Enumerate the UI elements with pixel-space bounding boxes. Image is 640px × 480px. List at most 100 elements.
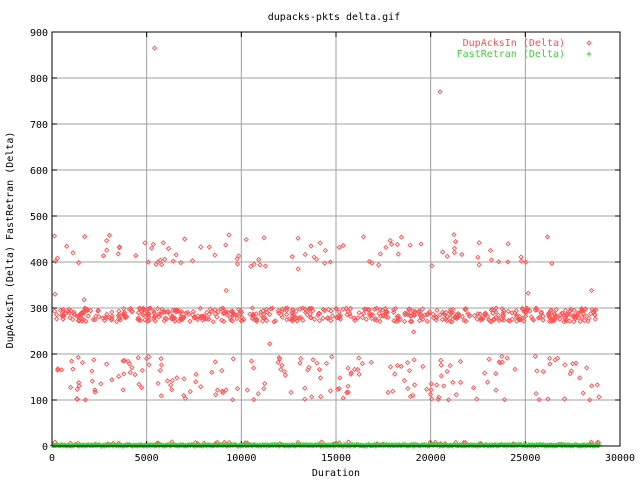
data-point-dupacks xyxy=(82,397,89,403)
data-point-dupacks xyxy=(152,312,159,318)
data-point-dupacks xyxy=(176,308,182,314)
data-point-dupacks xyxy=(434,307,440,313)
data-point-dupacks xyxy=(227,315,233,321)
data-point-dupacks xyxy=(509,310,515,316)
data-point-dupacks xyxy=(360,234,367,240)
data-point-dupacks xyxy=(289,312,296,319)
data-point-dupacks xyxy=(582,306,589,312)
data-point-dupacks xyxy=(64,243,70,249)
data-point-dupacks xyxy=(441,383,447,389)
data-point-dupacks xyxy=(67,315,73,321)
y-tick-label: 200 xyxy=(30,350,48,361)
data-point-dupacks xyxy=(248,358,255,364)
data-point-dupacks xyxy=(102,317,108,323)
data-point-dupacks xyxy=(138,384,145,391)
data-point-dupacks xyxy=(393,318,399,325)
data-point-dupacks xyxy=(514,312,520,319)
data-point-dupacks xyxy=(215,309,222,315)
data-point-dupacks xyxy=(383,244,389,251)
data-point-dupacks xyxy=(382,305,389,312)
data-point-dupacks xyxy=(356,371,362,377)
data-point-dupacks xyxy=(429,396,435,402)
data-point-dupacks xyxy=(385,389,391,396)
data-point-dupacks xyxy=(355,315,361,321)
data-point-dupacks xyxy=(235,312,241,318)
data-point-dupacks xyxy=(308,315,314,321)
data-point-dupacks xyxy=(136,381,142,387)
data-point-dupacks xyxy=(493,370,499,377)
data-point-dupacks xyxy=(146,317,152,324)
data-point-dupacks xyxy=(262,380,268,387)
data-point-dupacks xyxy=(284,305,290,311)
data-point-dupacks xyxy=(75,260,82,266)
data-point-dupacks xyxy=(230,356,236,362)
data-point-dupacks xyxy=(103,314,109,320)
data-point-dupacks xyxy=(488,307,494,313)
data-point-dupacks xyxy=(557,316,563,322)
data-point-dupacks xyxy=(457,379,464,385)
data-point-dupacks xyxy=(395,251,401,257)
data-point-dupacks xyxy=(76,318,83,324)
data-point-dupacks xyxy=(523,259,529,265)
data-point-dupacks xyxy=(55,367,61,373)
data-point-dupacks xyxy=(499,306,505,312)
data-point-dupacks xyxy=(366,307,372,313)
data-point-dupacks xyxy=(584,365,590,371)
data-point-dupacks xyxy=(596,394,602,400)
data-point-dupacks xyxy=(581,317,588,324)
y-tick-label: 500 xyxy=(30,212,48,223)
data-point-dupacks xyxy=(151,45,158,51)
data-point-dupacks xyxy=(162,256,168,262)
data-point-dupacks xyxy=(146,362,152,368)
data-point-dupacks xyxy=(412,312,418,318)
data-point-dupacks xyxy=(261,314,268,321)
data-point-dupacks xyxy=(450,379,456,386)
data-point-dupacks xyxy=(385,314,391,320)
data-point-dupacks xyxy=(139,367,145,374)
legend-plus-icon xyxy=(586,51,592,57)
data-point-dupacks xyxy=(552,357,558,363)
data-point-dupacks xyxy=(397,316,403,323)
data-point-dupacks xyxy=(496,359,502,365)
data-point-dupacks xyxy=(206,316,212,322)
data-point-dupacks xyxy=(95,308,101,314)
data-point-dupacks xyxy=(567,371,573,377)
data-point-dupacks xyxy=(314,360,320,366)
data-point-dupacks xyxy=(155,380,161,387)
data-point-dupacks xyxy=(207,306,213,312)
data-point-dupacks xyxy=(426,309,433,315)
x-tick-label: 15000 xyxy=(321,453,351,464)
data-point-dupacks xyxy=(456,312,462,318)
data-point-dupacks xyxy=(428,387,434,393)
data-point-dupacks xyxy=(284,317,290,323)
data-point-dupacks xyxy=(377,306,383,313)
data-point-dupacks xyxy=(323,360,330,366)
data-point-dupacks xyxy=(180,314,187,321)
data-point-dupacks xyxy=(501,396,508,403)
x-tick-label: 30000 xyxy=(605,453,635,464)
data-point-dupacks xyxy=(209,369,215,376)
data-point-dupacks xyxy=(451,232,457,238)
data-point-dupacks xyxy=(444,317,450,324)
data-point-dupacks xyxy=(442,312,448,318)
data-point-dupacks xyxy=(561,319,567,325)
data-point-dupacks xyxy=(125,358,131,365)
data-point-dupacks xyxy=(266,311,273,318)
data-point-dupacks xyxy=(159,306,165,312)
data-point-dupacks xyxy=(462,307,468,313)
data-point-dupacks xyxy=(261,385,267,392)
data-point-dupacks xyxy=(135,309,142,316)
data-point-dupacks xyxy=(337,375,343,381)
data-point-dupacks xyxy=(482,310,489,316)
data-point-dupacks xyxy=(509,316,516,322)
data-point-dupacks xyxy=(525,290,531,296)
data-point-dupacks xyxy=(380,313,386,319)
data-point-dupacks xyxy=(429,263,435,269)
data-point-dupacks xyxy=(493,309,499,315)
data-point-dupacks xyxy=(76,380,82,386)
data-point-dupacks xyxy=(155,259,161,265)
x-tick-label: 10000 xyxy=(226,453,256,464)
data-point-dupacks xyxy=(210,319,216,325)
data-point-dupacks xyxy=(324,315,331,321)
